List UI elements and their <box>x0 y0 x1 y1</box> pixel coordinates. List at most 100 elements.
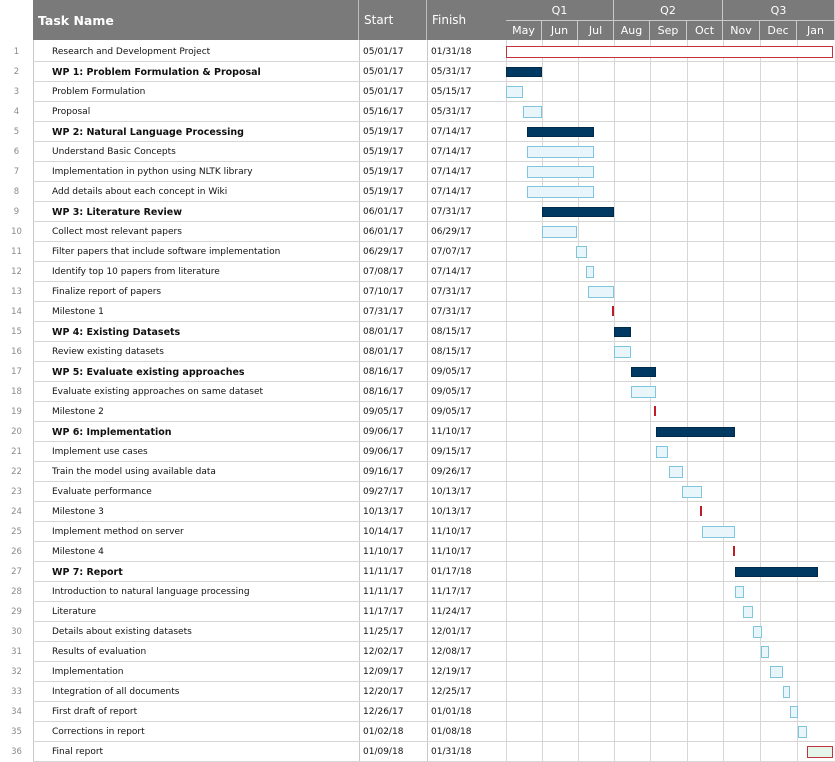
summary-bar[interactable] <box>527 127 594 137</box>
start-date-cell[interactable]: 11/17/17 <box>363 607 404 617</box>
task-bar[interactable] <box>542 226 577 238</box>
start-date-cell[interactable]: 12/09/17 <box>363 667 404 677</box>
task-name-cell[interactable]: Integration of all documents <box>52 687 180 697</box>
task-name-cell[interactable]: Understand Basic Concepts <box>52 147 176 157</box>
start-date-cell[interactable]: 10/14/17 <box>363 527 404 537</box>
start-date-cell[interactable]: 09/06/17 <box>363 447 404 457</box>
task-bar[interactable] <box>614 346 631 358</box>
finish-date-cell[interactable]: 07/14/17 <box>431 127 472 137</box>
start-date-cell[interactable]: 05/19/17 <box>363 147 404 157</box>
month-header[interactable]: May <box>506 21 542 40</box>
start-date-cell[interactable]: 01/09/18 <box>363 747 404 757</box>
finish-date-cell[interactable]: 08/15/17 <box>431 327 472 337</box>
finish-date-cell[interactable]: 11/24/17 <box>431 607 472 617</box>
start-date-cell[interactable]: 09/16/17 <box>363 467 404 477</box>
task-name-cell[interactable]: WP 7: Report <box>52 567 123 578</box>
task-bar[interactable] <box>770 666 783 678</box>
finish-date-cell[interactable]: 05/15/17 <box>431 87 472 97</box>
start-header[interactable]: Start <box>359 0 427 40</box>
finish-date-cell[interactable]: 07/14/17 <box>431 267 472 277</box>
task-bar[interactable] <box>798 726 807 738</box>
month-header[interactable]: Jul <box>578 21 614 40</box>
task-name-cell[interactable]: Results of evaluation <box>52 647 147 657</box>
task-bar[interactable] <box>523 106 542 118</box>
finish-date-cell[interactable]: 08/15/17 <box>431 347 472 357</box>
task-bar[interactable] <box>527 186 594 198</box>
finish-header[interactable]: Finish <box>427 0 507 40</box>
finish-date-cell[interactable]: 07/14/17 <box>431 147 472 157</box>
finish-date-cell[interactable]: 12/25/17 <box>431 687 472 697</box>
start-date-cell[interactable]: 08/16/17 <box>363 367 404 377</box>
task-bar[interactable] <box>790 706 798 718</box>
start-date-cell[interactable]: 05/19/17 <box>363 167 404 177</box>
task-bar[interactable] <box>753 626 762 638</box>
task-bar[interactable] <box>586 266 594 278</box>
start-date-cell[interactable]: 05/01/17 <box>363 87 404 97</box>
task-name-cell[interactable]: Research and Development Project <box>52 47 211 57</box>
task-name-header[interactable]: Task Name <box>33 0 359 40</box>
month-header[interactable]: Nov <box>723 21 760 40</box>
task-bar[interactable] <box>656 446 668 458</box>
task-name-cell[interactable]: Implement use cases <box>52 447 148 457</box>
task-name-cell[interactable]: First draft of report <box>52 707 138 717</box>
milestone-marker[interactable] <box>612 306 614 316</box>
finish-date-cell[interactable]: 11/10/17 <box>431 527 472 537</box>
start-date-cell[interactable]: 07/31/17 <box>363 307 404 317</box>
month-header[interactable]: Dec <box>760 21 797 40</box>
quarter-header[interactable]: Q1 <box>506 0 614 21</box>
finish-date-cell[interactable]: 01/08/18 <box>431 727 472 737</box>
start-date-cell[interactable]: 12/02/17 <box>363 647 404 657</box>
task-bar[interactable] <box>783 686 790 698</box>
start-date-cell[interactable]: 05/19/17 <box>363 187 404 197</box>
finish-date-cell[interactable]: 10/13/17 <box>431 487 472 497</box>
summary-bar[interactable] <box>656 427 735 437</box>
task-name-cell[interactable]: WP 5: Evaluate existing approaches <box>52 367 245 378</box>
task-name-cell[interactable]: Train the model using available data <box>52 467 216 477</box>
task-name-cell[interactable]: Milestone 1 <box>52 307 104 317</box>
task-name-cell[interactable]: Literature <box>52 607 97 617</box>
month-header[interactable]: Jan <box>797 21 835 40</box>
summary-bar[interactable] <box>614 327 631 337</box>
quarter-header[interactable]: Q2 <box>614 0 723 21</box>
finish-date-cell[interactable]: 06/29/17 <box>431 227 472 237</box>
task-name-cell[interactable]: WP 2: Natural Language Processing <box>52 127 244 138</box>
start-date-cell[interactable]: 11/10/17 <box>363 547 404 557</box>
summary-bar[interactable] <box>631 367 656 377</box>
finish-date-cell[interactable]: 01/17/18 <box>431 567 472 577</box>
finish-date-cell[interactable]: 11/17/17 <box>431 587 472 597</box>
task-name-cell[interactable]: Problem Formulation <box>52 87 146 97</box>
task-name-cell[interactable]: Collect most relevant papers <box>52 227 182 237</box>
start-date-cell[interactable]: 07/10/17 <box>363 287 404 297</box>
start-date-cell[interactable]: 06/01/17 <box>363 227 404 237</box>
start-date-cell[interactable]: 08/16/17 <box>363 387 404 397</box>
finish-date-cell[interactable]: 01/31/18 <box>431 747 472 757</box>
task-name-cell[interactable]: Introduction to natural language process… <box>52 587 250 597</box>
task-name-cell[interactable]: Details about existing datasets <box>52 627 192 637</box>
start-date-cell[interactable]: 12/26/17 <box>363 707 404 717</box>
task-bar[interactable] <box>735 586 744 598</box>
task-bar[interactable] <box>743 606 753 618</box>
task-name-cell[interactable]: Final report <box>52 747 104 757</box>
finish-date-cell[interactable]: 07/14/17 <box>431 167 472 177</box>
task-name-cell[interactable]: Filter papers that include software impl… <box>52 247 281 257</box>
month-header[interactable]: Aug <box>614 21 650 40</box>
start-date-cell[interactable]: 05/01/17 <box>363 67 404 77</box>
task-bar[interactable] <box>588 286 614 298</box>
start-date-cell[interactable]: 07/08/17 <box>363 267 404 277</box>
project-bar[interactable] <box>506 46 833 58</box>
task-name-cell[interactable]: WP 6: Implementation <box>52 427 172 438</box>
start-date-cell[interactable]: 11/11/17 <box>363 587 404 597</box>
task-name-cell[interactable]: WP 3: Literature Review <box>52 207 183 218</box>
finish-date-cell[interactable]: 09/05/17 <box>431 407 472 417</box>
task-bar[interactable] <box>761 646 769 658</box>
start-date-cell[interactable]: 11/11/17 <box>363 567 404 577</box>
start-date-cell[interactable]: 09/06/17 <box>363 427 404 437</box>
task-name-cell[interactable]: Finalize report of papers <box>52 287 162 297</box>
task-name-cell[interactable]: WP 1: Problem Formulation & Proposal <box>52 67 261 78</box>
task-name-cell[interactable]: Implementation in python using NLTK libr… <box>52 167 253 177</box>
task-name-cell[interactable]: Milestone 3 <box>52 507 104 517</box>
finish-date-cell[interactable]: 07/31/17 <box>431 207 472 217</box>
finish-date-cell[interactable]: 11/10/17 <box>431 427 472 437</box>
start-date-cell[interactable]: 06/01/17 <box>363 207 404 217</box>
summary-bar[interactable] <box>506 67 542 77</box>
